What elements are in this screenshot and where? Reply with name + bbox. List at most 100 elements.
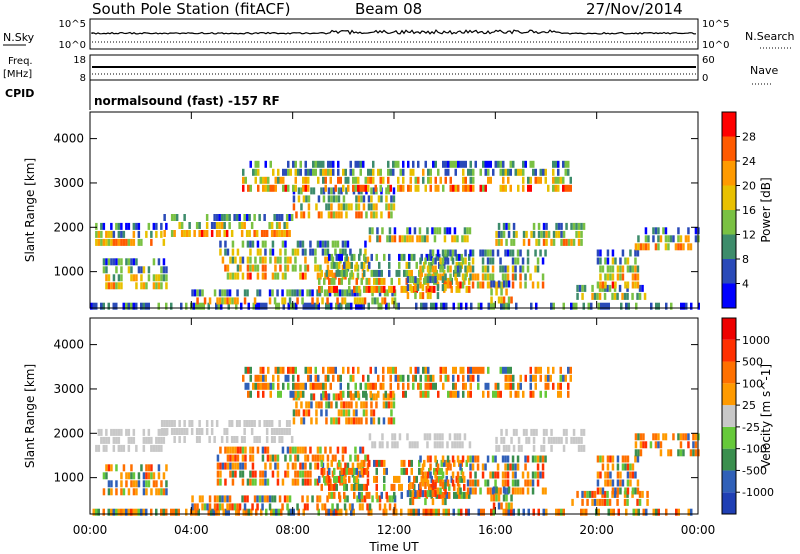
heatmap-cell [328,491,331,499]
heatmap-cell [545,238,548,246]
heatmap-cell [491,265,495,273]
heatmap-cell [130,258,133,266]
heatmap-cell [631,273,635,281]
heatmap-cell [378,261,381,269]
heatmap-cell [511,257,515,265]
heatmap-cell [292,417,296,425]
heatmap-cell [296,240,300,248]
heatmap-cell [218,289,222,297]
heatmap-cell [172,508,175,516]
heatmap-cell [334,454,337,462]
heatmap-cell [117,436,121,444]
heatmap-cell [520,444,523,452]
x-tick-label: 20:00 [579,523,614,537]
heatmap-cell [142,282,146,290]
heatmap-cell [125,508,128,516]
heatmap-cell [248,230,251,237]
heatmap-cell [580,508,583,516]
heatmap-cell [110,222,113,230]
heatmap-cell [585,508,588,516]
heatmap-cell [410,508,413,516]
heatmap-cell [234,462,237,470]
heatmap-cell [378,441,382,449]
heatmap-cell [472,184,475,192]
heatmap-cell [142,436,146,444]
heatmap-cell [455,253,458,261]
heatmap-cell [382,176,385,184]
heatmap-cell [361,503,364,511]
heatmap-cell [165,266,168,274]
heatmap-cell [409,176,412,184]
heatmap-cell [236,264,240,272]
y-tick-label: 1000 [53,471,84,485]
heatmap-cell [611,281,615,289]
heatmap-cell [525,428,528,436]
heatmap-cell [665,508,668,516]
heatmap-cell [383,285,386,293]
heatmap-cell [471,249,475,257]
heatmap-cell [316,272,320,280]
heatmap-cell [330,211,333,219]
heatmap-cell [310,187,313,195]
colorbar-segment [722,283,736,308]
colorbar-tick-label: 16 [742,204,756,217]
heatmap-cell [107,238,111,246]
heatmap-cell [178,222,181,229]
heatmap-cell [120,282,123,290]
heatmap-cell [270,222,274,229]
heatmap-cell [284,248,287,256]
heatmap-cell [262,184,265,192]
heatmap-cell [391,297,394,305]
heatmap-cell [444,482,447,490]
heatmap-cell [254,176,257,184]
heatmap-cell [456,265,460,273]
heatmap-cell [652,227,655,235]
heatmap-cell [599,265,602,273]
heatmap-cell [162,258,166,266]
heatmap-cell [372,409,376,417]
heatmap-cell [569,366,572,374]
heatmap-cell [421,265,425,273]
heatmap-cell [400,285,403,293]
heatmap-cell [325,401,328,409]
heatmap-cell [461,455,465,463]
heatmap-cell [277,382,280,390]
velocity-panel: 00:00 04:00 08:00 12:00 16:00 20:00 00:0010002… [23,317,774,537]
heatmap-cell [442,382,445,390]
heatmap-cell [240,302,243,310]
heatmap-cell [276,462,280,470]
heatmap-cell [424,482,427,490]
heatmap-cell [299,390,302,398]
heatmap-cell [448,491,451,499]
heatmap-cell [382,382,385,390]
heatmap-cell [366,264,370,272]
heatmap-cell [299,382,302,390]
heatmap-cell [591,490,594,498]
heatmap-cell [206,503,209,511]
heatmap-cell [406,284,410,292]
heatmap-cell [369,366,372,374]
heatmap-cell [514,471,517,479]
heatmap-cell [155,222,158,230]
heatmap-cell [125,428,128,436]
heatmap-cell [532,428,536,436]
heatmap-cell [256,289,259,297]
heatmap-cell [420,302,423,310]
heatmap-cell [405,269,408,277]
cpid-panel: CPID normalsound (fast) -157 RF [5,80,280,110]
heatmap-cell [482,390,485,398]
heatmap-cell [350,401,353,409]
heatmap-cell [224,446,227,454]
heatmap-cell [218,297,222,305]
heatmap-cell [620,302,623,310]
heatmap-cell [262,366,265,374]
heatmap-cell [374,184,377,192]
heatmap-cell [477,366,480,374]
heatmap-cell [557,508,560,516]
heatmap-cell [362,409,366,417]
heatmap-cell [147,274,151,282]
heatmap-cell [296,297,299,305]
heatmap-cell [165,428,169,435]
heatmap-cell [359,462,362,470]
heatmap-cell [289,390,292,398]
